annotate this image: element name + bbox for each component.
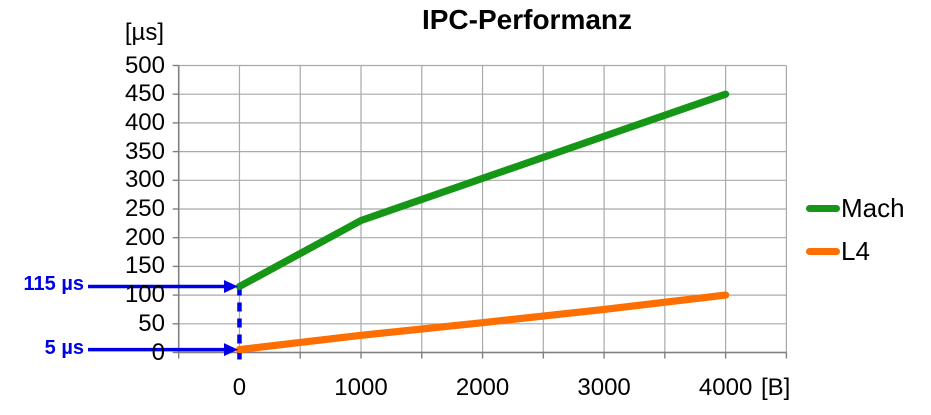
y-tick-label: 150 [124,252,165,280]
y-axis-unit-label: [µs] [124,19,164,46]
x-tick-label: 0 [232,374,247,401]
y-tick-label: 500 [124,51,165,79]
y-tick-label: 450 [124,80,165,108]
chart-title: IPC-Performanz [421,4,633,35]
y-tick-label: 250 [124,195,165,222]
annotation-arrowhead [223,279,238,293]
series-line-l4 [235,291,730,354]
x-tick-label: 1000 [334,374,388,401]
x-tick-label: 4000 [698,374,753,401]
legend-item-l4: L4 [806,236,870,266]
annotation-arrowhead [223,343,238,357]
y-tick-label: 400 [124,108,165,136]
y-tick-label: 200 [124,223,165,251]
series-line-mach [235,90,730,291]
y-tick-label: 300 [124,166,165,194]
x-tick-label: 2000 [455,374,510,401]
x-tick-label: 3000 [577,374,631,401]
y-tick-label: 0 [151,338,165,366]
annotation-label: 5 µs [44,336,84,359]
y-tick-label: 50 [138,309,165,337]
y-tick-label: 100 [124,281,165,309]
legend-label: Mach [841,192,905,223]
legend-item-mach: Mach [806,193,905,223]
y-tick-label: 350 [124,137,165,165]
legend-swatch-mach [806,204,840,212]
legend-label: L4 [841,235,870,266]
x-axis-unit-label: [B] [761,374,791,401]
annotation-label: 115 µs [23,273,84,296]
legend: Mach L4 [806,0,931,415]
legend-swatch-l4 [806,247,840,255]
